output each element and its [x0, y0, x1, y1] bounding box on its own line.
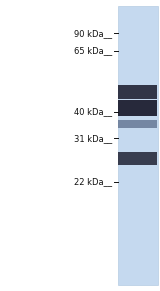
- Text: 90 kDa__: 90 kDa__: [74, 29, 112, 38]
- Text: 31 kDa__: 31 kDa__: [74, 134, 112, 143]
- Bar: [118, 6, 158, 285]
- Bar: [118, 100, 157, 116]
- Text: 40 kDa__: 40 kDa__: [74, 108, 112, 116]
- Text: 65 kDa__: 65 kDa__: [74, 47, 112, 55]
- Bar: [118, 152, 157, 165]
- Bar: [118, 85, 157, 99]
- Bar: [118, 120, 157, 128]
- Text: 22 kDa__: 22 kDa__: [74, 178, 112, 186]
